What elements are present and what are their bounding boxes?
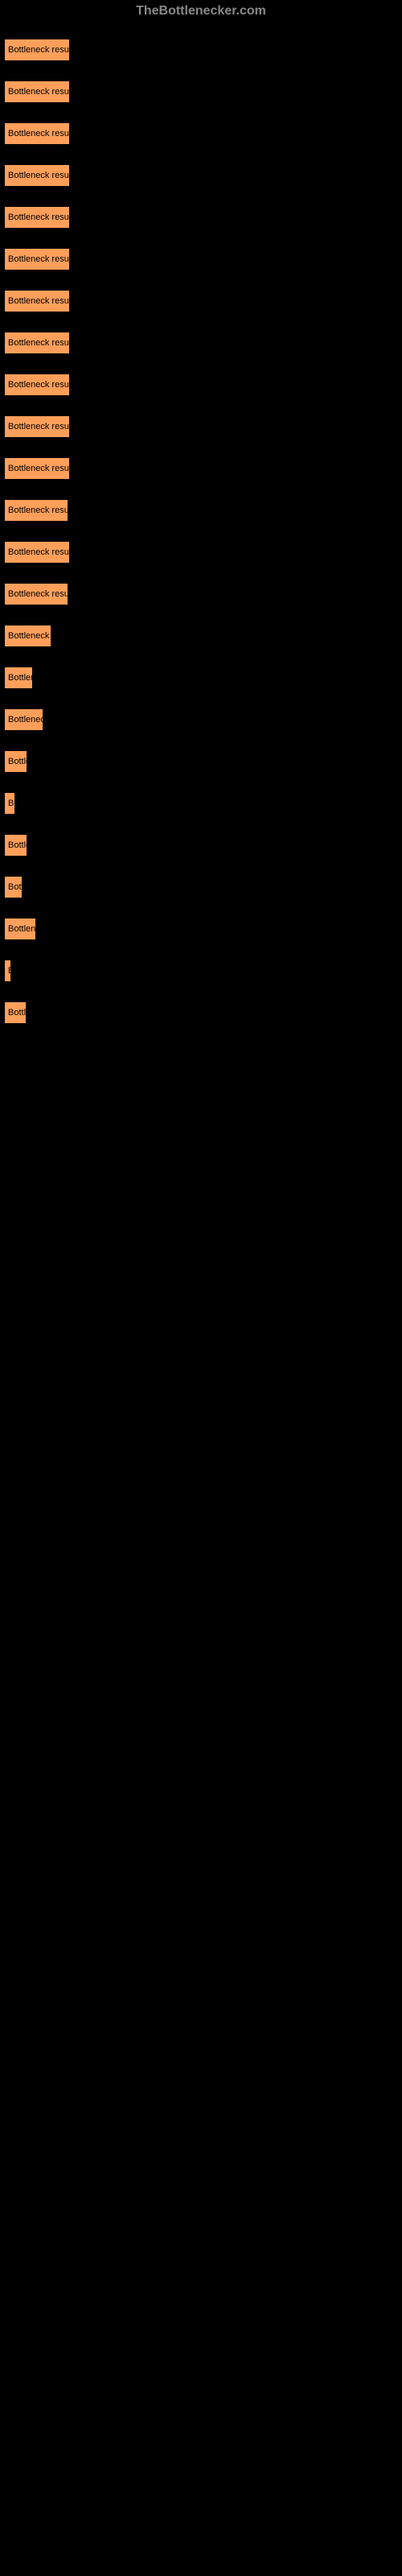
bar-row: Bottleneck result bbox=[4, 617, 402, 658]
bar: Bottleneck result bbox=[4, 750, 27, 773]
bar-row: Bottleneck result bbox=[4, 742, 402, 784]
bar-row: Bottleneck result bbox=[4, 240, 402, 282]
bar-row: Bottleneck result bbox=[4, 491, 402, 533]
bar-row: Bottleneck result bbox=[4, 700, 402, 742]
bar: Bottleneck result bbox=[4, 960, 11, 982]
bar-label: Bottleneck result bbox=[8, 296, 70, 306]
bar: Bottleneck result bbox=[4, 332, 70, 354]
bar-row: Bottleneck result bbox=[4, 324, 402, 365]
bar-label: Bottleneck result bbox=[8, 254, 70, 264]
bar-row: Bottleneck result bbox=[4, 826, 402, 868]
bar-row: Bottleneck result bbox=[4, 784, 402, 826]
site-title: TheBottlenecker.com bbox=[136, 4, 266, 18]
bar-label: Bottleneck result bbox=[8, 547, 70, 557]
bar-label: Bottleneck result bbox=[8, 757, 27, 766]
bar-label: Bottleneck result bbox=[8, 171, 70, 180]
bar-label: Bottleneck result bbox=[8, 799, 15, 808]
bar-row: Bottleneck result bbox=[4, 407, 402, 449]
bar: Bottleneck result bbox=[4, 541, 70, 564]
bar-label: Bottleneck result bbox=[8, 589, 68, 599]
bar-label: Bottleneck result bbox=[8, 87, 70, 97]
bar: Bottleneck result bbox=[4, 876, 23, 898]
bar-label: Bottleneck result bbox=[8, 1008, 27, 1018]
bar-row: Bottleneck result bbox=[4, 449, 402, 491]
bar-row: Bottleneck result bbox=[4, 365, 402, 407]
bar-label: Bottleneck result bbox=[8, 924, 36, 934]
bar: Bottleneck result bbox=[4, 667, 33, 689]
bar-row: Bottleneck result bbox=[4, 658, 402, 700]
bar: Bottleneck result bbox=[4, 39, 70, 61]
bar: Bottleneck result bbox=[4, 583, 68, 605]
bar: Bottleneck result bbox=[4, 374, 70, 396]
bar: Bottleneck result bbox=[4, 918, 36, 940]
bar: Bottleneck result bbox=[4, 248, 70, 270]
bar-label: Bottleneck result bbox=[8, 464, 70, 473]
bar: Bottleneck result bbox=[4, 80, 70, 103]
bar-label: Bottleneck result bbox=[8, 882, 23, 892]
bar-label: Bottleneck result bbox=[8, 673, 33, 683]
bar: Bottleneck result bbox=[4, 122, 70, 145]
bar: Bottleneck result bbox=[4, 834, 27, 857]
bar-row: Bottleneck result bbox=[4, 31, 402, 72]
bar-label: Bottleneck result bbox=[8, 45, 70, 55]
bar: Bottleneck result bbox=[4, 499, 68, 522]
site-header: TheBottlenecker.com bbox=[0, 0, 402, 23]
bar: Bottleneck result bbox=[4, 1001, 27, 1024]
bar-row: Bottleneck result bbox=[4, 952, 402, 993]
bar: Bottleneck result bbox=[4, 206, 70, 229]
bar-row: Bottleneck result bbox=[4, 910, 402, 952]
bar: Bottleneck result bbox=[4, 164, 70, 187]
bar-chart: Bottleneck result Bottleneck result Bottle… bbox=[0, 23, 402, 1035]
bar-row: Bottleneck result bbox=[4, 533, 402, 575]
bar: Bottleneck result bbox=[4, 415, 70, 438]
bar-label: Bottleneck result bbox=[8, 213, 70, 222]
bar-row: Bottleneck result bbox=[4, 575, 402, 617]
bar-row: Bottleneck result bbox=[4, 72, 402, 114]
bar-row: Bottleneck result bbox=[4, 993, 402, 1035]
bar-row: Bottleneck result bbox=[4, 156, 402, 198]
bar: Bottleneck result bbox=[4, 708, 43, 731]
bar-row: Bottleneck result bbox=[4, 114, 402, 156]
bar-label: Bottleneck result bbox=[8, 506, 68, 515]
bar-label: Bottleneck result bbox=[8, 380, 70, 390]
bar-label: Bottleneck result bbox=[8, 129, 70, 138]
bar-row: Bottleneck result bbox=[4, 198, 402, 240]
bar-row: Bottleneck result bbox=[4, 868, 402, 910]
bar: Bottleneck result bbox=[4, 792, 15, 815]
bar: Bottleneck result bbox=[4, 290, 70, 312]
bar: Bottleneck result bbox=[4, 457, 70, 480]
bar-label: Bottleneck result bbox=[8, 966, 11, 976]
bar-label: Bottleneck result bbox=[8, 840, 27, 850]
bar-label: Bottleneck result bbox=[8, 631, 51, 641]
bar-label: Bottleneck result bbox=[8, 338, 70, 348]
bar-row: Bottleneck result bbox=[4, 282, 402, 324]
bar: Bottleneck result bbox=[4, 625, 51, 647]
bar-label: Bottleneck result bbox=[8, 715, 43, 724]
bar-label: Bottleneck result bbox=[8, 422, 70, 431]
